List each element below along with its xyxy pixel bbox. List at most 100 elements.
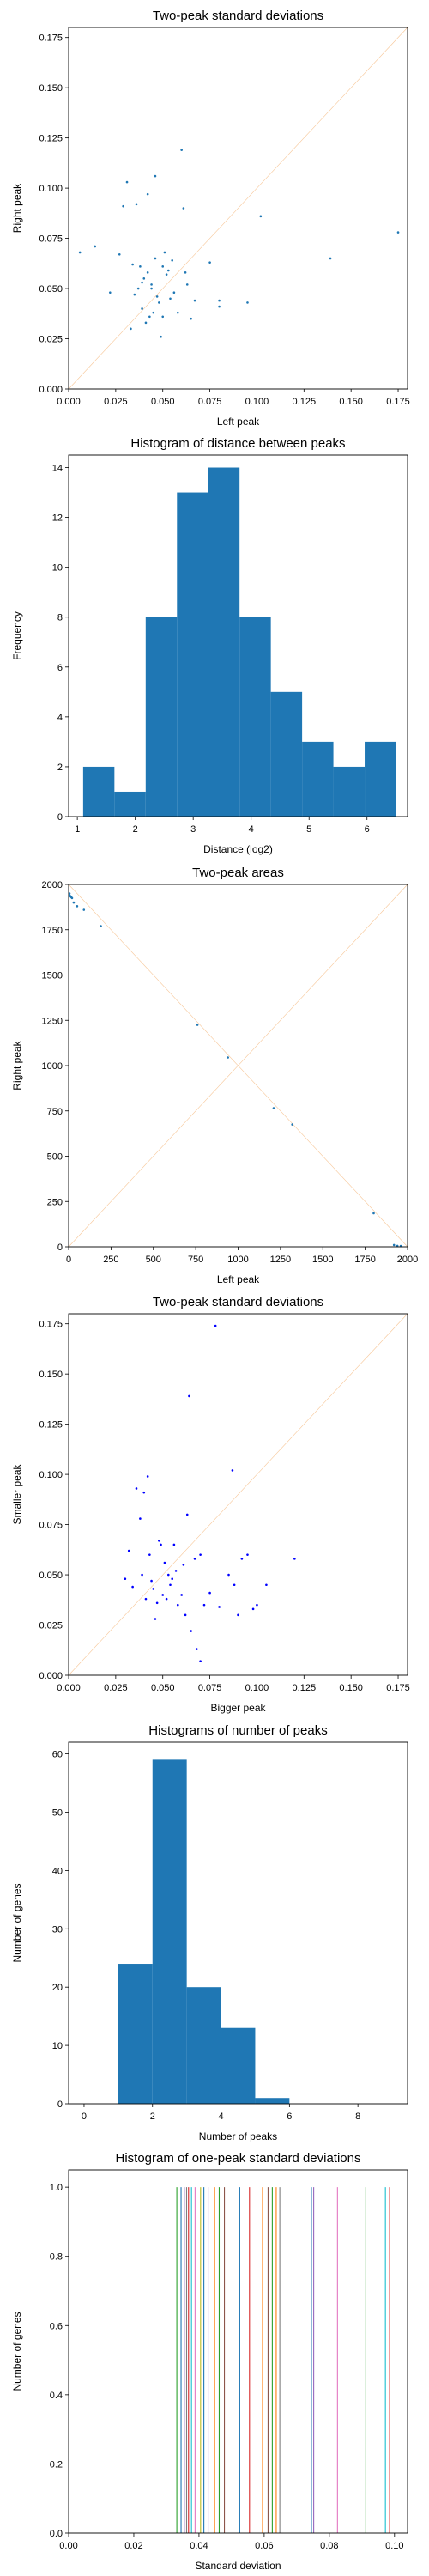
scatter-point (161, 1594, 165, 1596)
y-tick-label: 0.025 (39, 1621, 63, 1631)
scatter-point (396, 231, 400, 234)
scatter-point (78, 251, 82, 254)
scatter-point (172, 291, 176, 295)
chart-title: Histograms of number of peaks (148, 1723, 327, 1738)
y-tick-label: 750 (47, 1107, 63, 1117)
y-tick-label: 2 (57, 762, 63, 773)
x-tick-label: 2000 (397, 1255, 418, 1265)
y-tick-label: 1000 (42, 1061, 63, 1072)
scatter-point (144, 321, 148, 325)
x-axis-label: Left peak (217, 416, 260, 428)
scatter-point (141, 307, 143, 310)
histogram-bar (333, 766, 366, 817)
scatter-point (141, 1573, 143, 1577)
x-tick-label: 3 (190, 824, 196, 835)
x-tick-label: 250 (103, 1255, 118, 1265)
scatter-point (131, 263, 134, 266)
scatter-point (171, 1577, 173, 1581)
y-tick-label: 6 (57, 663, 63, 673)
y-tick-label: 0.125 (39, 1420, 63, 1431)
plot-frame (68, 27, 408, 390)
scatter-point (240, 1558, 244, 1560)
scatter-point (70, 896, 74, 900)
y-tick-label: 0.8 (50, 2252, 63, 2263)
scatter-point (195, 1648, 198, 1650)
scatter-point (165, 1597, 168, 1601)
scatter-point (160, 1543, 162, 1546)
scatter-point (246, 301, 249, 304)
chart-panel-1: Two-peak standard deviations Left peak Rig… (11, 9, 410, 428)
x-tick-label: 0.08 (320, 2541, 338, 2551)
scatter-point (100, 925, 102, 927)
scatter-point (76, 905, 79, 908)
scatter-point (130, 327, 132, 331)
y-tick-label: 4 (57, 713, 63, 723)
y-tick-label: 14 (52, 464, 63, 474)
scatter-point (72, 901, 76, 904)
scatter-point (136, 287, 140, 290)
scatter-point (142, 1491, 146, 1494)
scatter-point (193, 299, 196, 302)
scatter-point (190, 317, 192, 320)
x-tick-label: 0.10 (385, 2541, 403, 2551)
scatter-point (124, 1577, 127, 1581)
scatter-point (172, 1543, 176, 1546)
y-tick-label: 1250 (42, 1016, 63, 1026)
scatter-point (146, 271, 149, 274)
scatter-point (218, 299, 221, 302)
y-tick-label: 40 (52, 1866, 63, 1876)
chart-title: Two-peak standard deviations (153, 9, 323, 23)
y-tick-label: 2000 (42, 880, 63, 890)
diagonal-reference-line (68, 27, 408, 390)
x-axis-label: Standard deviation (195, 2560, 281, 2572)
scatter-point (94, 245, 97, 248)
y-tick-label: 0.150 (39, 83, 63, 94)
histogram-bar (152, 1759, 187, 2104)
y-tick-label: 0.075 (39, 1521, 63, 1531)
scatter-point (202, 1603, 206, 1607)
y-tick-label: 0.0 (50, 2529, 63, 2539)
x-tick-label: 4 (218, 2111, 223, 2122)
x-tick-label: 1000 (227, 1255, 248, 1265)
chart-title: Histogram of distance between peaks (130, 436, 345, 451)
y-tick-label: 0.100 (39, 184, 63, 194)
scatter-point (150, 287, 153, 290)
scatter-point (199, 1660, 202, 1662)
scatter-point (148, 1553, 151, 1556)
histogram-bar (114, 791, 146, 817)
scatter-point (148, 315, 151, 319)
scatter-point (125, 180, 129, 184)
y-tick-label: 0.2 (50, 2459, 63, 2470)
chart-panel-3: Two-peak areas Left peak Right peak 0 250 500… (11, 866, 418, 1285)
y-tick-label: 60 (52, 1750, 63, 1760)
scatter-point (82, 908, 86, 911)
y-tick-label: 250 (47, 1197, 63, 1207)
y-axis-label: Smaller peak (11, 1463, 23, 1524)
x-tick-label: 0.125 (293, 397, 317, 407)
plot-frame (68, 884, 408, 1248)
x-axis-label: Distance (log2) (203, 843, 273, 855)
y-tick-label: 0.150 (39, 1370, 63, 1380)
scatter-point (135, 1487, 138, 1490)
y-tick-label: 0.100 (39, 1470, 63, 1480)
histogram-bar (239, 617, 271, 817)
scatter-point (160, 335, 162, 338)
x-axis-label: Left peak (217, 1273, 260, 1285)
y-axis-label: Frequency (11, 611, 23, 660)
scatter-point (161, 315, 165, 319)
scatter-point (161, 265, 165, 268)
x-tick-label: 1 (75, 824, 80, 835)
scatter-point (372, 1212, 375, 1215)
scatter-point (246, 1553, 249, 1556)
scatter-point (165, 273, 168, 276)
x-tick-label: 1250 (270, 1255, 291, 1265)
y-tick-label: 10 (52, 563, 63, 574)
scatter-point (214, 1324, 217, 1327)
y-tick-label: 0 (57, 2099, 63, 2110)
scatter-point (196, 1024, 199, 1026)
scatter-point (180, 149, 183, 151)
scatter-point (190, 1630, 192, 1632)
x-tick-label: 1500 (312, 1255, 333, 1265)
scatter-point (272, 1107, 275, 1109)
